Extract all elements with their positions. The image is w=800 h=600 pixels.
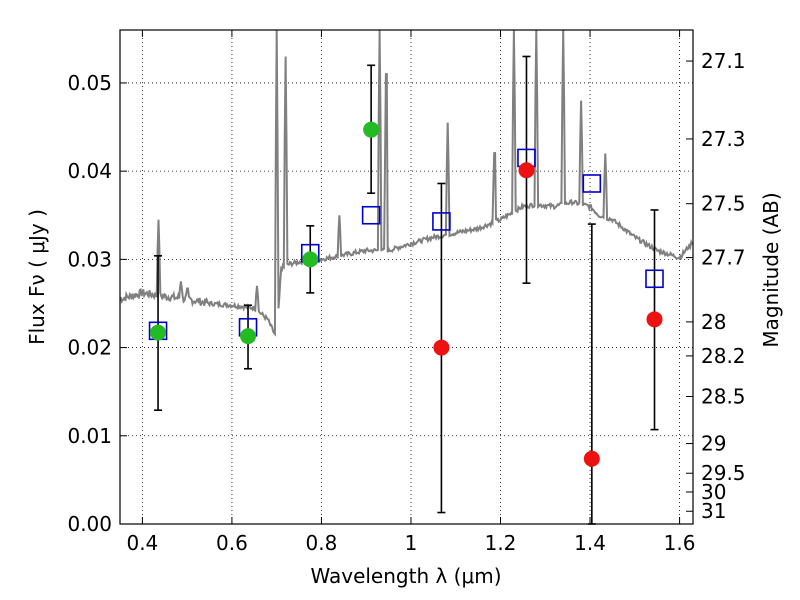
model-spectrum <box>119 29 694 337</box>
y-axis-label: Flux Fν ( μJy ) <box>25 209 49 345</box>
y-tick-label: 0.03 <box>67 247 112 271</box>
plot-frame <box>119 29 694 525</box>
data-markers <box>148 121 664 467</box>
mag-tick-label: 27.1 <box>701 49 746 73</box>
x-tick-label: 0.4 <box>126 531 158 555</box>
mag-tick-label: 27.3 <box>701 127 746 151</box>
observed-flux-point <box>302 251 319 268</box>
mag-tick-label: 29.5 <box>701 461 746 485</box>
mag-tick-label: 28 <box>701 310 726 334</box>
mag-tick-label: 28.5 <box>701 384 746 408</box>
y-tick-label: 0.01 <box>67 424 112 448</box>
observed-flux-point <box>646 311 663 328</box>
magnitude-axis-label: Magnitude (AB) <box>759 192 783 347</box>
grid-lines <box>120 30 693 525</box>
mag-tick-label: 28.2 <box>701 344 746 368</box>
x-tick-label: 0.8 <box>306 531 338 555</box>
y-tick-label: 0.04 <box>67 159 112 183</box>
x-tick-label: 1 <box>405 531 418 555</box>
observed-flux-point <box>583 450 600 467</box>
mag-tick-label: 31 <box>701 499 726 523</box>
observed-flux-point <box>150 324 167 341</box>
y-tick-label: 0.02 <box>67 336 112 360</box>
mag-tick-label: 30 <box>701 480 726 504</box>
x-tick-label: 1.4 <box>574 531 606 555</box>
x-tick-label: 0.6 <box>216 531 248 555</box>
x-axis-label: Wavelength λ (μm) <box>310 564 501 588</box>
model-flux-square <box>645 269 664 289</box>
observed-flux-point <box>240 328 257 345</box>
spectrum-line <box>119 29 694 337</box>
observed-flux-point <box>363 121 380 138</box>
mag-tick-label: 27.5 <box>701 192 746 216</box>
model-flux-square <box>582 174 602 193</box>
model-flux-square <box>432 212 451 231</box>
y-axis-ticks: 0.00 0.01 0.02 0.03 0.04 0.05 <box>67 71 127 536</box>
y-tick-label: 0.05 <box>67 71 112 95</box>
error-bars <box>154 55 659 525</box>
y-tick-label: 0.00 <box>67 512 112 536</box>
observed-flux-point <box>518 162 535 179</box>
observed-flux-point <box>433 339 450 356</box>
x-tick-label: 1.6 <box>664 531 696 555</box>
x-axis-ticks: 0.4 0.6 0.8 1 1.2 1.4 1.6 <box>126 30 695 555</box>
mag-tick-label: 27.7 <box>701 246 746 270</box>
x-tick-label: 1.2 <box>485 531 517 555</box>
mag-tick-label: 29 <box>701 432 726 456</box>
model-flux-square <box>361 205 381 225</box>
